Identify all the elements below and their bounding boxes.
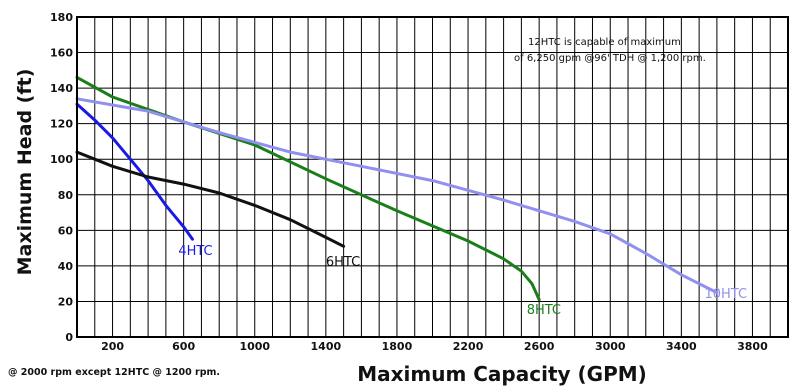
x-tick-label: 3000 (595, 340, 626, 353)
x-tick-label: 1000 (239, 340, 270, 353)
y-tick-label: 180 (50, 11, 73, 24)
series-line-6htc (75, 150, 346, 248)
series-label-4htc: 4HTC (178, 244, 212, 259)
y-tick-label: 60 (58, 224, 74, 237)
series-label-10htc: 10HTC (704, 287, 747, 302)
series-labels: 4HTC 6HTC 8HTC 10HTC (178, 244, 747, 318)
y-tick-label: 120 (50, 118, 73, 131)
y-tick-label: 0 (65, 331, 73, 344)
y-tick-label: 140 (50, 82, 73, 95)
annotation-line-2: of 6,250 gpm @96' TDH @ 1,200 rpm. (514, 53, 706, 64)
x-tick-label: 1400 (311, 340, 342, 353)
series-layer (75, 75, 719, 302)
series-line-10htc (75, 97, 719, 295)
grid (77, 17, 788, 337)
x-tick-label: 1800 (382, 340, 413, 353)
series-line-4htc (75, 102, 194, 241)
x-tick-label: 2200 (453, 340, 484, 353)
series-label-6htc: 6HTC (326, 255, 360, 270)
y-tick-label: 160 (50, 47, 73, 60)
x-tick-label: 2600 (524, 340, 555, 353)
y-tick-label: 20 (58, 295, 74, 308)
x-tick-label: 3400 (666, 340, 697, 353)
tick-labels: 0 20 40 60 80 100 120 140 160 180 200 600 1000 1400 18… (50, 11, 768, 353)
x-tick-label: 200 (101, 340, 124, 353)
annotation-line-1: 12HTC is capable of maximum (528, 37, 681, 48)
y-tick-label: 100 (50, 153, 73, 166)
plot-frame (76, 16, 789, 338)
y-axis-label: Maximum Head (ft) (14, 69, 36, 276)
footnote: @ 2000 rpm except 12HTC @ 1200 rpm. (8, 367, 220, 378)
x-tick-label: 3800 (737, 340, 768, 353)
x-tick-label: 600 (172, 340, 195, 353)
series-label-8htc: 8HTC (527, 303, 561, 318)
y-tick-label: 80 (58, 189, 74, 202)
x-axis-label: Maximum Capacity (GPM) (357, 362, 647, 386)
y-tick-label: 40 (58, 260, 74, 273)
